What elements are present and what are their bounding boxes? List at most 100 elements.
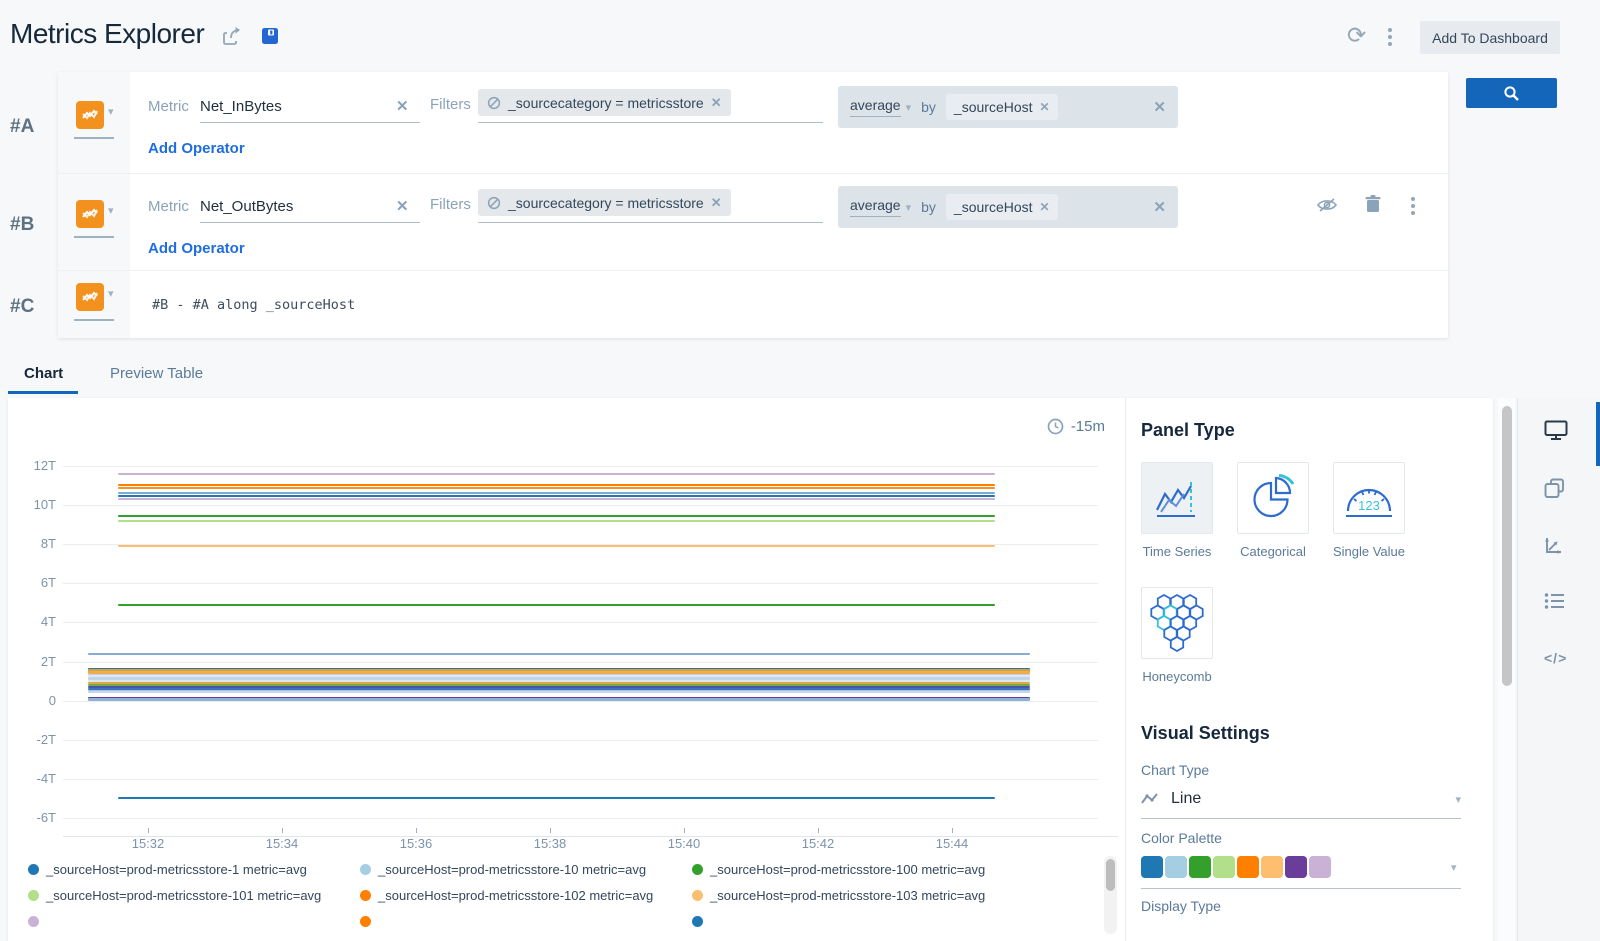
time-series-line[interactable] <box>118 545 995 548</box>
time-series-line[interactable] <box>118 492 995 495</box>
legend-item[interactable] <box>28 915 360 927</box>
clear-metric-icon[interactable]: ✕ <box>396 198 409 215</box>
chevron-down-icon[interactable]: ▾ <box>905 101 912 114</box>
hide-row-eye-slash-icon[interactable] <box>1316 196 1338 214</box>
header-kebab-menu-icon[interactable] <box>1388 28 1392 46</box>
color-palette-swatches[interactable] <box>1141 856 1333 883</box>
panel-type-categorical[interactable] <box>1237 462 1309 534</box>
metric-chart-icon[interactable] <box>76 282 104 311</box>
legend-item[interactable]: _sourceHost=prod-metricsstore-103 metric… <box>692 888 1098 903</box>
filter-chip[interactable]: _sourcecategory = metricsstore ✕ <box>478 89 731 116</box>
add-operator-link[interactable]: Add Operator <box>148 240 245 257</box>
time-series-line[interactable] <box>88 669 1030 674</box>
time-series-line[interactable] <box>88 698 1030 702</box>
query-row-b: ▾ Metric Net_OutBytes ✕ Filters _sourcec… <box>58 173 1448 270</box>
legend-item[interactable] <box>360 915 692 927</box>
metric-value-input[interactable]: Net_InBytes <box>200 98 282 115</box>
remove-group-by-icon[interactable]: ✕ <box>1039 200 1050 214</box>
time-series-line[interactable] <box>118 519 995 522</box>
legend-scrollbar[interactable] <box>1104 856 1117 934</box>
legend-item[interactable] <box>692 915 1098 927</box>
tab-preview-table[interactable]: Preview Table <box>110 365 204 382</box>
time-series-line[interactable] <box>88 689 1030 692</box>
chevron-down-icon[interactable]: ▾ <box>108 205 114 217</box>
code-view-icon[interactable]: </> <box>1544 650 1568 666</box>
time-series-line[interactable] <box>88 677 1030 681</box>
time-range-badge[interactable]: -15m <box>1047 418 1105 435</box>
time-series-line[interactable] <box>88 680 1030 683</box>
add-operator-link[interactable]: Add Operator <box>148 140 245 157</box>
line-chart-icon <box>1141 793 1158 804</box>
run-search-button[interactable] <box>1466 78 1557 108</box>
refresh-icon[interactable]: ⟳ <box>1347 22 1367 48</box>
panel-type-honeycomb[interactable] <box>1141 587 1213 659</box>
time-series-line[interactable] <box>88 684 1030 687</box>
time-series-line[interactable] <box>118 603 995 606</box>
time-series-line[interactable] <box>88 673 1030 676</box>
time-series-line[interactable] <box>118 472 995 475</box>
y-axis-tick-label: -4T <box>36 770 57 786</box>
time-series-line[interactable] <box>118 483 995 486</box>
time-series-line[interactable] <box>88 685 1030 688</box>
group-by-chip[interactable]: _sourceHost ✕ <box>945 94 1058 120</box>
add-to-dashboard-button[interactable]: Add To Dashboard <box>1420 21 1560 54</box>
legend-item[interactable]: _sourceHost=prod-metricsstore-10 metric=… <box>360 862 692 877</box>
metric-chart-icon[interactable] <box>76 100 104 129</box>
save-icon[interactable] <box>259 25 281 47</box>
row-kebab-menu-icon[interactable] <box>1411 197 1415 215</box>
time-series-line[interactable] <box>88 696 1030 699</box>
clear-metric-icon[interactable]: ✕ <box>396 98 409 115</box>
time-series-line[interactable] <box>88 671 1030 675</box>
time-series-line[interactable] <box>88 652 1030 655</box>
input-underline <box>200 122 420 123</box>
time-series-line[interactable] <box>118 498 995 501</box>
legend-item[interactable]: _sourceHost=prod-metricsstore-101 metric… <box>28 888 360 903</box>
tab-chart[interactable]: Chart <box>24 365 64 382</box>
group-by-chip[interactable]: _sourceHost ✕ <box>945 194 1058 220</box>
x-axis-tick-label: 15:40 <box>667 836 701 851</box>
x-axis-tick-label: 15:32 <box>131 836 165 851</box>
metric-value-input[interactable]: Net_OutBytes <box>200 198 294 215</box>
time-series-line[interactable] <box>88 687 1030 690</box>
remove-group-by-icon[interactable]: ✕ <box>1039 100 1050 114</box>
agg-fn-select[interactable]: average <box>850 197 901 217</box>
chevron-down-icon[interactable]: ▾ <box>1451 862 1457 874</box>
agg-fn-select[interactable]: average <box>850 97 901 117</box>
remove-aggregation-icon[interactable]: ✕ <box>1153 199 1166 216</box>
agg-by-label: by <box>921 199 936 215</box>
legend-item[interactable]: _sourceHost=prod-metricsstore-1 metric=a… <box>28 862 360 877</box>
chart-type-select[interactable]: Line ▾ <box>1141 790 1461 808</box>
time-series-line[interactable] <box>88 675 1030 678</box>
legend-item[interactable]: _sourceHost=prod-metricsstore-100 metric… <box>692 862 1098 877</box>
chevron-down-icon[interactable]: ▾ <box>108 287 114 300</box>
panel-type-single-value[interactable]: 123 <box>1333 462 1405 534</box>
time-series-line[interactable] <box>118 514 995 517</box>
overlapping-panels-icon[interactable] <box>1544 478 1565 499</box>
remove-filter-icon[interactable]: ✕ <box>710 94 722 110</box>
time-series-line[interactable] <box>118 487 995 490</box>
chart-plot[interactable]: -15m 12T 10T 8T 6T 4T 2T 0 -2T -4T -6T 15:32 15:34 1… <box>8 398 1125 941</box>
remove-filter-icon[interactable]: ✕ <box>710 194 722 210</box>
filter-chip[interactable]: _sourcecategory = metricsstore ✕ <box>478 189 731 216</box>
x-axis-tick-label: 15:36 <box>399 836 433 851</box>
time-series-line[interactable] <box>88 682 1030 685</box>
time-series-line[interactable] <box>118 495 995 498</box>
metric-chart-icon[interactable] <box>76 200 104 228</box>
time-series-line[interactable] <box>118 797 995 800</box>
expression-input[interactable]: #B - #A along _sourceHost <box>152 297 356 313</box>
panel-type-time-series[interactable] <box>1141 462 1213 534</box>
axes-icon[interactable] <box>1544 535 1565 556</box>
share-icon[interactable] <box>222 25 244 47</box>
chevron-down-icon[interactable]: ▾ <box>905 201 912 214</box>
gridline <box>63 818 1098 819</box>
legend-list-icon[interactable] <box>1544 592 1565 610</box>
chevron-down-icon[interactable]: ▾ <box>108 105 114 118</box>
legend-label: _sourceHost=prod-metricsstore-10 metric=… <box>378 861 647 877</box>
remove-aggregation-icon[interactable]: ✕ <box>1153 99 1166 116</box>
panel-type-label: Honeycomb <box>1142 669 1212 684</box>
panel-scrollbar[interactable] <box>1498 398 1515 941</box>
time-series-line[interactable] <box>88 691 1030 694</box>
delete-row-trash-icon[interactable] <box>1364 194 1382 214</box>
legend-item[interactable]: _sourceHost=prod-metricsstore-102 metric… <box>360 888 692 903</box>
display-monitor-icon[interactable] <box>1544 420 1568 441</box>
